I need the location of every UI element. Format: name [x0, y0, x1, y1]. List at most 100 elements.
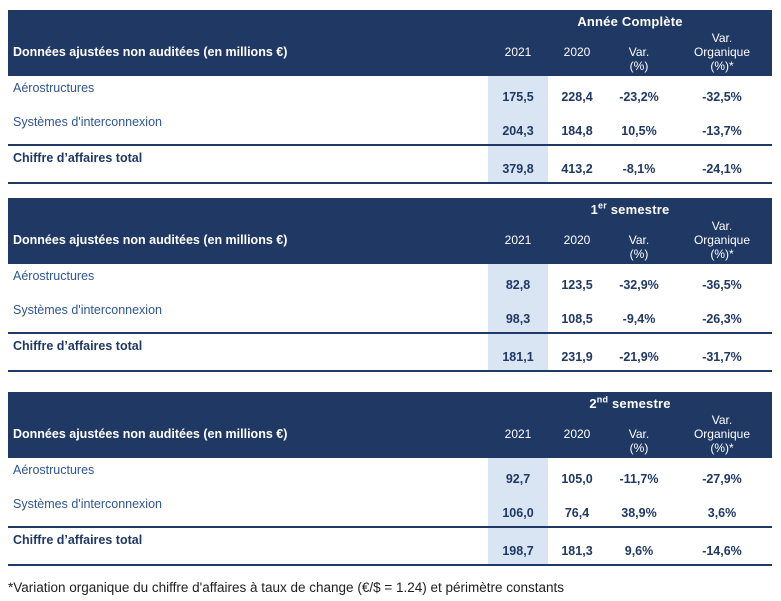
column-header-var-unit: (%) — [629, 441, 649, 455]
column-header-2021-label: 2021 — [504, 233, 532, 247]
table-row-aerostructures: Aérostructures 175,5 228,4 -23,2% -32,5% — [8, 76, 772, 110]
value-2020: 413,2 — [561, 162, 593, 176]
value-var-pct: -9,4% — [622, 312, 656, 326]
value-var-pct: -23,2% — [619, 90, 659, 104]
value-var-org-pct: -36,5% — [702, 278, 742, 292]
row-label: Systèmes d'interconnexion — [13, 497, 162, 511]
column-header-var-org-unit: (%)* — [710, 441, 734, 455]
column-header-2020-label: 2020 — [563, 427, 591, 441]
column-header-var-organique: Var. Organique (%)* — [672, 31, 772, 73]
title-rest: semestre — [606, 202, 670, 217]
table-second-half-header: 2nd semestre Données ajustées non audité… — [8, 392, 772, 458]
value-2020: 123,5 — [561, 278, 593, 292]
row-label: Systèmes d'interconnexion — [13, 303, 162, 317]
column-headers-row: Données ajustées non auditées (en millio… — [8, 413, 772, 455]
column-header-var-organique: Var. Organique (%)* — [672, 219, 772, 261]
value-var-org-pct: -14,6% — [702, 544, 742, 558]
value-2021: 98,3 — [488, 298, 548, 332]
value-var-org-pct: 3,6% — [707, 506, 737, 520]
value-2020: 181,3 — [561, 544, 593, 558]
column-header-2020: 2020 — [548, 219, 606, 261]
value-2021: 181,1 — [488, 334, 548, 370]
title-superscript: nd — [596, 394, 609, 405]
table-full-year: Année Complète Données ajustées non audi… — [8, 10, 772, 184]
table-second-half-body: Aérostructures 92,7 105,0 -11,7% -27,9% … — [8, 458, 772, 566]
title-text: 1 — [590, 202, 598, 217]
column-header-2020: 2020 — [548, 31, 606, 73]
table-title-first-half: 1er semestre — [488, 201, 772, 219]
table-row-systemes-interconnexion: Systèmes d'interconnexion 98,3 108,5 -9,… — [8, 298, 772, 332]
value-var-org-pct: -32,5% — [702, 90, 742, 104]
table-title-second-half: 2nd semestre — [488, 395, 772, 413]
table-row-systemes-interconnexion: Systèmes d'interconnexion 106,0 76,4 38,… — [8, 492, 772, 526]
column-header-var-org-line1: Var. — [711, 413, 733, 427]
row-label: Aérostructures — [13, 463, 95, 477]
value-var-org-pct: -31,7% — [702, 350, 742, 364]
row-label: Systèmes d'interconnexion — [13, 115, 162, 129]
column-header-var-label: Var. — [628, 45, 650, 59]
column-header-dataset-label: Données ajustées non auditées (en millio… — [13, 45, 288, 59]
value-var-pct: 38,9% — [621, 506, 657, 520]
table-title-row: Année Complète — [8, 13, 772, 31]
column-header-var-unit: (%) — [629, 59, 649, 73]
column-header-var-org-line2: Organique — [693, 45, 751, 59]
title-rest: semestre — [608, 396, 671, 411]
value-var-pct: 9,6% — [624, 544, 654, 558]
row-label: Aérostructures — [13, 269, 95, 283]
table-first-half-header: 1er semestre Données ajustées non audité… — [8, 198, 772, 264]
table-row-systemes-interconnexion: Systèmes d'interconnexion 204,3 184,8 10… — [8, 110, 772, 144]
table-row-total-revenue: Chiffre d’affaires total 198,7 181,3 9,6… — [8, 526, 772, 564]
value-2020: 228,4 — [561, 90, 593, 104]
value-2020: 105,0 — [561, 472, 593, 486]
column-header-dataset-label: Données ajustées non auditées (en millio… — [13, 233, 288, 247]
column-header-2021: 2021 — [488, 413, 548, 455]
value-var-pct: -11,7% — [619, 472, 659, 486]
value-var-org-pct: -13,7% — [702, 124, 742, 138]
table-full-year-header: Année Complète Données ajustées non audi… — [8, 10, 772, 76]
table-title-full-year: Année Complète — [488, 13, 772, 31]
organic-variation-footnote: *Variation organique du chiffre d'affair… — [8, 580, 565, 595]
value-2020: 76,4 — [564, 506, 590, 520]
column-header-dataset-label: Données ajustées non auditées (en millio… — [13, 427, 288, 441]
column-header-var-org-line2: Organique — [693, 427, 751, 441]
value-2020: 231,9 — [561, 350, 593, 364]
table-row-aerostructures: Aérostructures 82,8 123,5 -32,9% -36,5% — [8, 264, 772, 298]
value-2020: 184,8 — [561, 124, 593, 138]
value-2021: 379,8 — [488, 146, 548, 182]
value-2020: 108,5 — [561, 312, 593, 326]
column-header-var-org-line2: Organique — [693, 233, 751, 247]
value-var-pct: -8,1% — [622, 162, 656, 176]
value-var-org-pct: -24,1% — [702, 162, 742, 176]
title-text: Année Complète — [577, 14, 683, 29]
column-header-var-org-line1: Var. — [711, 31, 733, 45]
table-row-total-revenue: Chiffre d’affaires total 181,1 231,9 -21… — [8, 332, 772, 370]
table-row-total-revenue: Chiffre d’affaires total 379,8 413,2 -8,… — [8, 144, 772, 182]
title-superscript: er — [598, 200, 607, 211]
column-header-var: Var. (%) — [606, 219, 672, 261]
column-header-var-org-line1: Var. — [711, 219, 733, 233]
table-first-half-body: Aérostructures 82,8 123,5 -32,9% -36,5% … — [8, 264, 772, 372]
table-row-aerostructures: Aérostructures 92,7 105,0 -11,7% -27,9% — [8, 458, 772, 492]
table-full-year-body: Aérostructures 175,5 228,4 -23,2% -32,5%… — [8, 76, 772, 184]
value-2021: 92,7 — [488, 458, 548, 492]
column-headers-row: Données ajustées non auditées (en millio… — [8, 219, 772, 261]
row-label: Chiffre d’affaires total — [13, 533, 143, 547]
row-label: Chiffre d’affaires total — [13, 151, 143, 165]
column-header-var-org-unit: (%)* — [710, 59, 734, 73]
table-second-half: 2nd semestre Données ajustées non audité… — [8, 392, 772, 566]
column-headers-row: Données ajustées non auditées (en millio… — [8, 31, 772, 73]
column-header-2020-label: 2020 — [563, 233, 591, 247]
column-header-2021-label: 2021 — [504, 45, 532, 59]
value-var-org-pct: -27,9% — [702, 472, 742, 486]
column-header-2020: 2020 — [548, 413, 606, 455]
value-2021: 175,5 — [488, 76, 548, 110]
column-header-var-org-unit: (%)* — [710, 247, 734, 261]
column-header-var-organique: Var. Organique (%)* — [672, 413, 772, 455]
value-2021: 106,0 — [488, 492, 548, 526]
row-label: Chiffre d’affaires total — [13, 339, 143, 353]
column-header-var: Var. (%) — [606, 31, 672, 73]
table-title-row: 1er semestre — [8, 201, 772, 219]
column-header-2020-label: 2020 — [563, 45, 591, 59]
column-header-var-label: Var. — [628, 233, 650, 247]
